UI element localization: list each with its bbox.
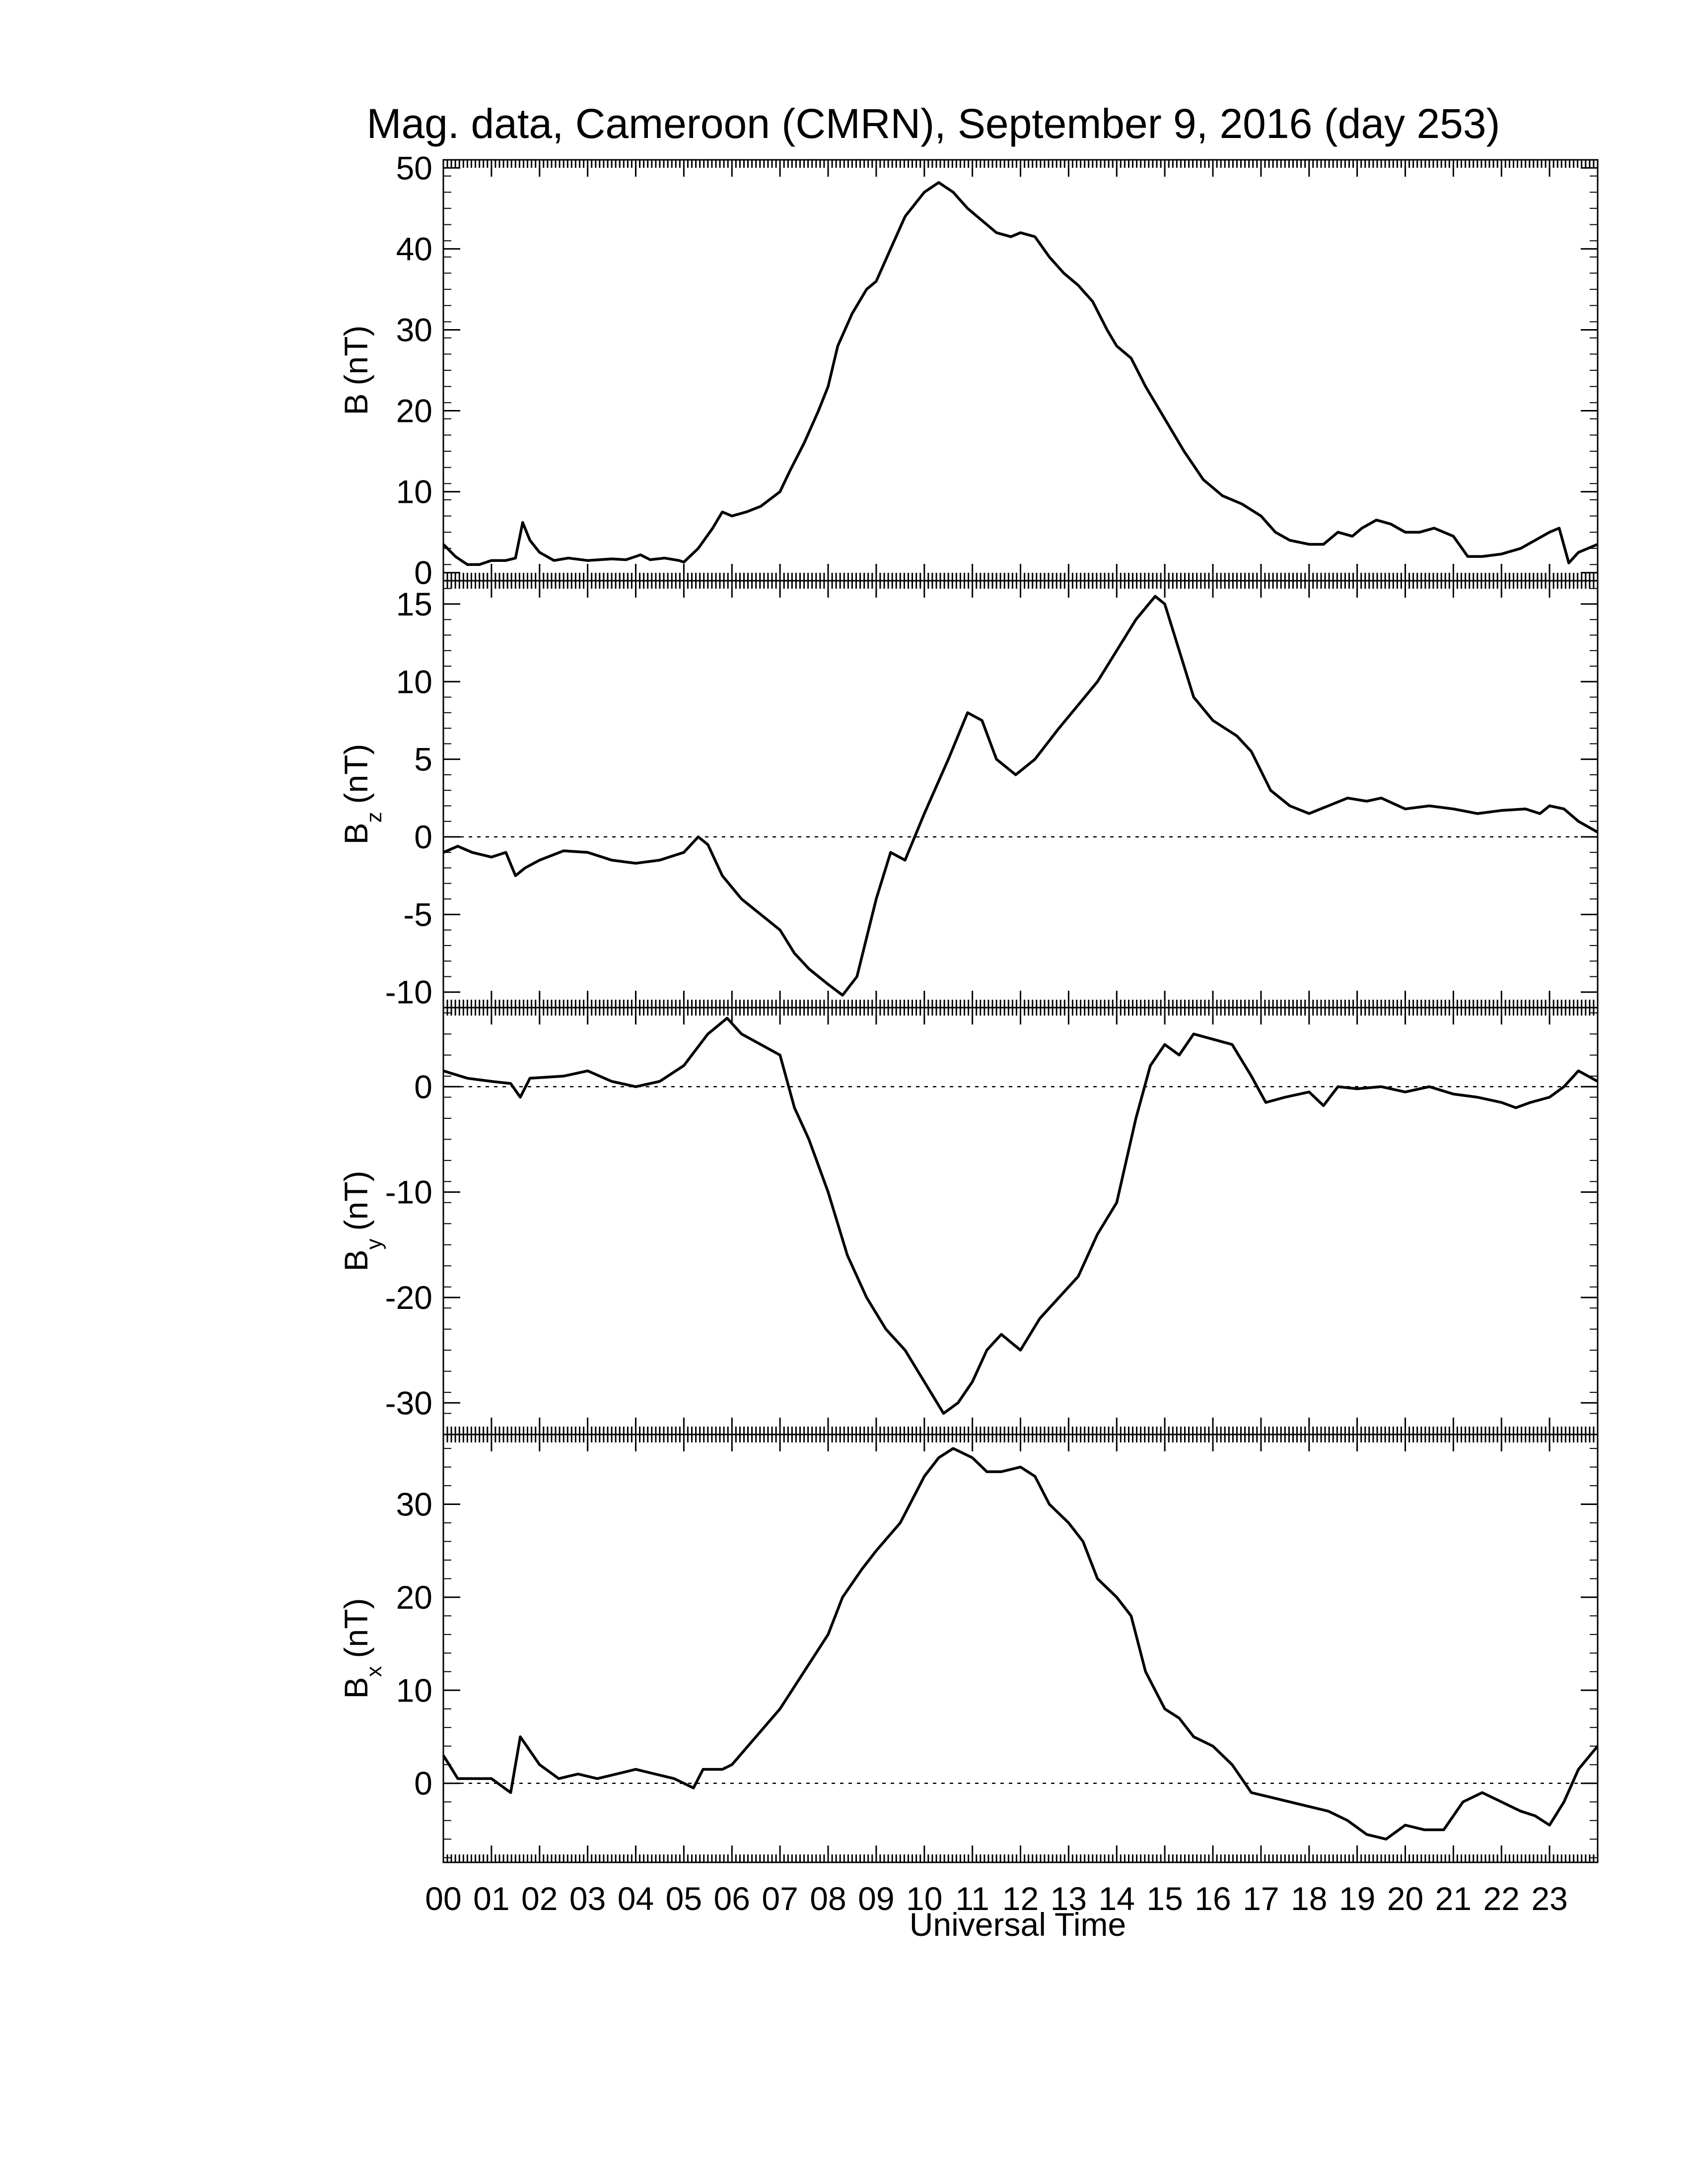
y-tick-label: -5 xyxy=(403,896,432,933)
y-tick-label: 20 xyxy=(396,393,432,429)
y-axis-label-subscript: y xyxy=(362,1238,386,1249)
y-tick-label: -10 xyxy=(385,974,432,1011)
y-tick-label: 40 xyxy=(396,230,432,267)
panel-B: 0 10 20 30 40 50 B (nT) xyxy=(338,149,1599,591)
x-axis-label: Universal Time xyxy=(910,1906,1126,1943)
panel-Bx: 0 10 20 30 Bx (nT) xyxy=(338,1433,1599,1863)
y-tick-label: 0 xyxy=(414,1068,432,1105)
series-line-By xyxy=(443,1017,1599,1415)
x-tick-labels: 00 01 02 03 04 05 06 07 08 09 10 11 12 13 14 15 16 17 18 19… xyxy=(425,1880,1568,1917)
x-tick-label: 11 xyxy=(955,1880,989,1917)
x-tick-label: 08 xyxy=(810,1880,846,1917)
y-tick-label: 30 xyxy=(396,1486,432,1523)
x-tick-label: 10 xyxy=(906,1880,942,1917)
x-tick-label: 17 xyxy=(1243,1880,1279,1917)
series-line-B xyxy=(442,181,1599,566)
x-tick-label: 15 xyxy=(1146,1880,1183,1917)
y-tick-label: 10 xyxy=(396,474,432,510)
chart-title: Mag. data, Cameroon (CMRN), September 9,… xyxy=(366,100,1500,147)
y-axis-label: By (nT) xyxy=(338,1170,386,1271)
x-tick-label: 00 xyxy=(425,1880,461,1917)
y-axis-minor-ticks xyxy=(443,1448,1598,1858)
x-tick-label: 13 xyxy=(1051,1880,1087,1917)
x-tick-label: 02 xyxy=(521,1880,558,1917)
y-tick-label: -10 xyxy=(385,1174,432,1211)
y-axis-label-main: B xyxy=(338,1249,374,1271)
x-tick-label: 12 xyxy=(1002,1880,1039,1917)
x-axis-ticks xyxy=(442,1434,1599,1862)
y-axis-label-unit: (nT) xyxy=(338,1598,374,1658)
y-tick-label: 5 xyxy=(414,741,432,778)
series-line-Bz xyxy=(442,595,1599,997)
y-axis-label-unit: (nT) xyxy=(338,325,374,385)
y-axis-label-main: B xyxy=(338,393,374,415)
y-axis-label-subscript: x xyxy=(362,1666,386,1677)
x-tick-label: 21 xyxy=(1435,1880,1472,1917)
x-tick-label: 06 xyxy=(714,1880,750,1917)
x-tick-label: 18 xyxy=(1291,1880,1327,1917)
y-tick-label: 30 xyxy=(396,312,432,348)
x-tick-label: 22 xyxy=(1483,1880,1520,1917)
x-tick-label: 04 xyxy=(618,1880,654,1917)
panels-group: 01020304050B(nT)-10-5051015Bz(nT)-30-20-… xyxy=(338,149,1599,1863)
y-tick-label: -30 xyxy=(385,1384,432,1421)
series-line-Bx xyxy=(442,1447,1599,1841)
y-tick-label: 10 xyxy=(396,1672,432,1708)
x-tick-label: 16 xyxy=(1195,1880,1231,1917)
y-axis-label-subscript: z xyxy=(362,812,386,822)
y-axis-ticks xyxy=(443,167,1598,574)
y-axis-label-unit: (nT) xyxy=(338,744,374,804)
x-tick-label: 09 xyxy=(858,1880,894,1917)
y-tick-label: 0 xyxy=(414,1765,432,1802)
panel-Bz: -10 -5 0 5 10 15 Bz (nT) xyxy=(338,580,1599,1011)
y-tick-label: -20 xyxy=(385,1279,432,1316)
x-tick-label: 19 xyxy=(1339,1880,1375,1917)
y-axis-label: Bx (nT) xyxy=(338,1598,386,1699)
y-axis-label-main: B xyxy=(338,1677,374,1699)
y-axis-label-main: B xyxy=(338,822,374,844)
y-tick-label: 0 xyxy=(414,819,432,855)
x-tick-label: 03 xyxy=(569,1880,606,1917)
panel-By: -30 -20 -10 0 By (nT) xyxy=(338,1007,1599,1435)
x-axis-ticks xyxy=(442,1008,1599,1434)
y-axis-label-unit: (nT) xyxy=(338,1170,374,1230)
x-tick-label: 20 xyxy=(1387,1880,1423,1917)
y-tick-label: 20 xyxy=(396,1579,432,1616)
x-tick-label: 14 xyxy=(1099,1880,1135,1917)
x-tick-label: 05 xyxy=(666,1880,702,1917)
y-tick-label: 50 xyxy=(396,149,432,186)
y-tick-label: 0 xyxy=(414,554,432,591)
y-tick-label: 15 xyxy=(396,586,432,622)
x-tick-label: 01 xyxy=(473,1880,509,1917)
x-tick-label: 07 xyxy=(762,1880,798,1917)
y-axis-label: Bz (nT) xyxy=(338,744,386,844)
y-axis-label: B (nT) xyxy=(338,325,374,415)
x-tick-label: 23 xyxy=(1531,1880,1567,1917)
y-tick-label: 10 xyxy=(396,663,432,700)
x-axis-ticks xyxy=(442,581,1599,1008)
